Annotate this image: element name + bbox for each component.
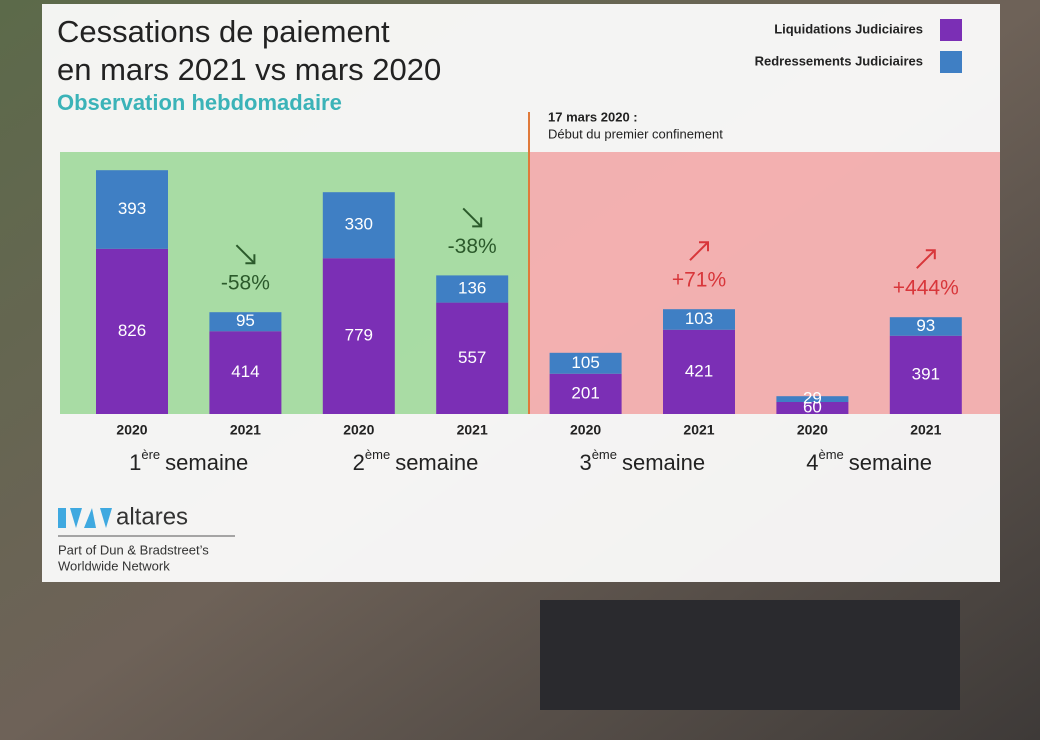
change-label: -38%	[448, 235, 497, 258]
group-label: 3ème semaine	[579, 447, 705, 474]
bar-segment	[436, 302, 509, 414]
x-tick-label: 2020	[570, 422, 601, 438]
logo-icon	[58, 508, 112, 528]
group-suffix: ère	[141, 447, 160, 462]
change-label: +444%	[893, 277, 959, 300]
change-arrow	[462, 207, 482, 228]
bar-segment	[889, 335, 962, 414]
value-label: 421	[685, 361, 713, 380]
logo-block	[100, 508, 112, 528]
bar-segment	[549, 373, 622, 414]
x-tick-label: 2021	[230, 422, 261, 438]
change-arrow	[245, 254, 256, 265]
x-tick-label: 2021	[457, 422, 488, 438]
group-number: 3	[579, 450, 591, 475]
group-label: 2ème semaine	[353, 447, 479, 474]
group-suffix: ème	[592, 447, 617, 462]
value-label: 557	[458, 348, 486, 367]
group-word: semaine	[849, 450, 932, 475]
logo-block	[70, 508, 82, 528]
subtitle: Observation hebdomadaire	[57, 90, 342, 115]
legend-swatch	[940, 51, 962, 73]
group-number: 4	[806, 450, 818, 475]
value-label: 826	[118, 321, 146, 340]
group-suffix: ème	[365, 447, 390, 462]
logo-tagline: Worldwide Network	[58, 558, 170, 573]
change-arrow	[689, 241, 709, 261]
change-label: -58%	[221, 272, 270, 295]
title: en mars 2021 vs mars 2020	[57, 52, 441, 87]
change-arrow	[916, 249, 936, 269]
logo-name: altares	[116, 503, 188, 530]
group-label: 1ère semaine	[129, 447, 248, 474]
value-label: 391	[912, 364, 940, 383]
annotation: 17 mars 2020 :	[548, 109, 638, 124]
group-label: 4ème semaine	[806, 447, 932, 474]
change-arrow	[925, 249, 936, 260]
group-number: 1	[129, 450, 141, 475]
change-arrow	[472, 217, 483, 228]
bar-segment	[776, 402, 849, 414]
group-word: semaine	[395, 450, 478, 475]
x-tick-label: 2021	[910, 422, 941, 438]
value-label: 29	[803, 389, 822, 408]
bar-segment	[209, 312, 282, 332]
x-tick-label: 2021	[683, 422, 714, 438]
value-label: 60	[803, 397, 822, 416]
bar-segment	[96, 170, 168, 249]
bar-segment	[889, 317, 962, 336]
value-label: 103	[685, 309, 713, 328]
bar-segment	[776, 396, 849, 402]
value-label: 414	[231, 362, 259, 381]
x-tick-label: 2020	[116, 422, 147, 438]
group-word: semaine	[165, 450, 248, 475]
title: Cessations de paiement	[57, 14, 390, 49]
value-label: 136	[458, 278, 486, 297]
bar-segment	[209, 331, 282, 414]
bar-segment	[96, 248, 168, 414]
value-label: 95	[236, 311, 255, 330]
change-label: +71%	[672, 269, 726, 292]
value-label: 105	[571, 353, 599, 372]
x-tick-label: 2020	[343, 422, 374, 438]
group-suffix: ème	[818, 447, 843, 462]
group-number: 2	[353, 450, 365, 475]
value-label: 201	[571, 383, 599, 402]
shop-front	[540, 600, 960, 710]
x-tick-label: 2020	[797, 422, 828, 438]
bar-segment	[436, 275, 509, 303]
value-label: 330	[345, 215, 373, 234]
group-word: semaine	[622, 450, 705, 475]
legend-swatch	[940, 19, 962, 41]
logo-block	[58, 508, 66, 528]
legend-label: Redressements Judiciaires	[755, 53, 923, 68]
legend-label: Liquidations Judiciaires	[774, 21, 923, 36]
annotation: Début du premier confinement	[548, 126, 723, 141]
bar-segment	[663, 329, 735, 414]
change-arrow	[699, 241, 709, 252]
bar-segment	[322, 258, 395, 414]
bar-segment	[322, 192, 395, 259]
change-arrow	[235, 244, 256, 264]
bar-segment	[663, 309, 735, 330]
bar-segment	[549, 352, 622, 374]
value-label: 779	[345, 326, 373, 345]
logo-block	[84, 508, 96, 528]
logo-tagline: Part of Dun & Bradstreet’s	[58, 542, 209, 557]
value-label: 393	[118, 199, 146, 218]
value-label: 93	[916, 316, 935, 335]
